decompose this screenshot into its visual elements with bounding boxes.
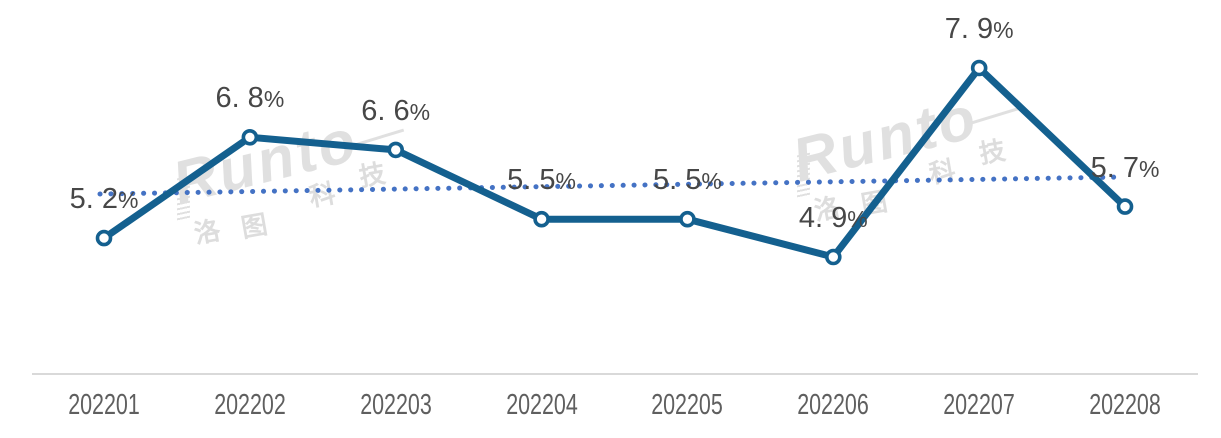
data-point-marker	[387, 141, 405, 159]
data-point-marker	[241, 129, 259, 146]
data-point-marker	[95, 229, 113, 247]
series-line	[100, 64, 1129, 261]
data-label: 7. 9%	[944, 13, 1014, 45]
percent-sign: %	[1138, 155, 1160, 182]
data-point-marker	[1116, 198, 1134, 215]
data-point-marker	[970, 59, 988, 77]
data-label: 5. 5%	[653, 164, 722, 197]
percent-sign: %	[555, 168, 576, 195]
x-axis-tick-label: 202207	[943, 389, 1015, 421]
percent-sign: %	[117, 187, 139, 214]
data-label: 5. 7%	[1090, 151, 1160, 184]
percent-sign: %	[847, 206, 868, 232]
data-label: 5. 2%	[69, 183, 139, 216]
data-label: 6. 6%	[361, 94, 431, 127]
x-axis-tick-label: 202204	[505, 389, 578, 421]
x-axis-tick-label: 202203	[359, 389, 432, 421]
data-label: 4. 9%	[798, 202, 868, 234]
data-point-marker	[679, 210, 696, 228]
x-axis-tick-label: 202206	[797, 389, 870, 421]
trend-line	[97, 174, 1126, 197]
percent-sign: %	[409, 98, 431, 125]
percent-sign: %	[701, 168, 722, 195]
data-label: 5. 5%	[507, 164, 576, 197]
x-axis-tick-label: 202205	[651, 389, 724, 421]
data-label: 6. 8%	[215, 82, 285, 115]
data-point-marker	[824, 248, 842, 266]
percent-sign: %	[993, 17, 1014, 43]
x-axis-tick-label: 202201	[68, 389, 140, 421]
data-point-marker	[533, 210, 550, 228]
x-axis-tick-label: 202202	[214, 389, 286, 421]
x-axis-tick-label: 202208	[1089, 389, 1161, 421]
percent-sign: %	[263, 86, 285, 113]
